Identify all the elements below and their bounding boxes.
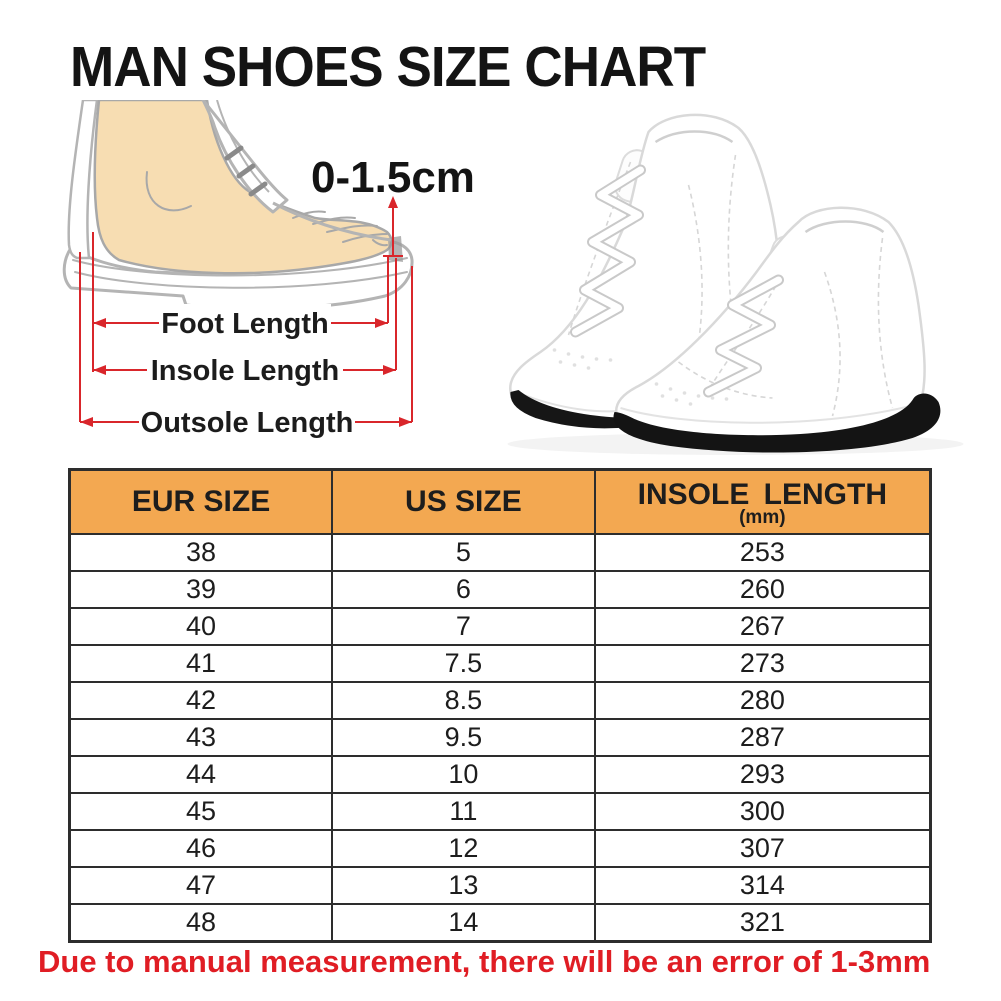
table-cell: 14 [331,903,596,943]
toe-gap-label: 0-1.5cm [311,153,475,202]
table-cell: 280 [593,681,932,720]
table-row: 48 14 321 [68,903,932,943]
size-table-body: 38 5 253 39 6 260 40 7 267 41 7.5 273 42 8.5 280 43 9.5 2… [68,533,932,943]
foot-measurement-diagram: 0-1.5cm Foot Length Insole Length Outsol… [62,100,475,441]
dimension-labels: 0-1.5cm Foot Length Insole Length Outsol… [139,153,475,441]
table-header-row: EUR SIZE US SIZE INSOLE LENGTH (mm) [68,468,932,535]
table-row: 45 11 300 [68,792,932,831]
size-table-wrap: EUR SIZE US SIZE INSOLE LENGTH (mm) 38 5 2… [68,468,932,943]
table-row: 47 13 314 [68,866,932,905]
table-row: 46 12 307 [68,829,932,868]
table-cell: 273 [593,644,932,683]
table-row: 38 5 253 [68,533,932,572]
table-cell: 300 [593,792,932,831]
size-table: EUR SIZE US SIZE INSOLE LENGTH (mm) 38 5 2… [68,468,932,943]
table-cell: 46 [68,829,334,868]
table-cell: 8.5 [331,681,596,720]
table-cell: 6 [331,570,596,609]
table-cell: 253 [593,533,932,572]
table-cell: 48 [68,903,334,943]
col-header-us-size: US SIZE [331,468,596,535]
table-cell: 9.5 [331,718,596,757]
table-cell: 321 [593,903,932,943]
sneaker-left-sole [510,390,647,429]
insole-length-label: Insole Length [151,355,340,387]
sneaker-right [613,206,941,453]
foot-length-label: Foot Length [161,308,329,340]
table-row: 39 6 260 [68,570,932,609]
measurement-disclaimer: Due to manual measurement, there will be… [38,944,931,979]
table-row: 42 8.5 280 [68,681,932,720]
table-cell: 38 [68,533,334,572]
table-cell: 12 [331,829,596,868]
col-header-insole-title: INSOLE LENGTH [637,477,888,511]
table-cell: 45 [68,792,334,831]
table-cell: 42 [68,681,334,720]
table-cell: 39 [68,570,334,609]
col-header-eur-size: EUR SIZE [68,468,334,535]
table-cell: 41 [68,644,334,683]
table-cell: 47 [68,866,334,905]
outsole-length-label: Outsole Length [141,407,354,439]
table-cell: 7 [331,607,596,646]
table-cell: 267 [593,607,932,646]
col-header-insole-unit: (mm) [739,506,786,528]
table-cell: 13 [331,866,596,905]
page-title: MAN SHOES SIZE CHART [70,35,706,99]
table-cell: 307 [593,829,932,868]
table-cell: 10 [331,755,596,794]
table-cell: 314 [593,866,932,905]
shoe-flap-drawing [201,100,392,242]
table-cell: 260 [593,570,932,609]
sneakers-photo [507,113,964,455]
table-row: 43 9.5 287 [68,718,932,757]
sneaker-right-sole [613,393,941,453]
table-cell: 287 [593,718,932,757]
table-cell: 43 [68,718,334,757]
table-row: 44 10 293 [68,755,932,794]
table-cell: 7.5 [331,644,596,683]
dimension-arrowheads [80,196,412,427]
table-cell: 5 [331,533,596,572]
table-cell: 40 [68,607,334,646]
table-cell: 293 [593,755,932,794]
table-row: 40 7 267 [68,607,932,646]
table-cell: 11 [331,792,596,831]
col-header-insole-length: INSOLE LENGTH (mm) [593,468,932,535]
table-row: 41 7.5 273 [68,644,932,683]
table-cell: 44 [68,755,334,794]
